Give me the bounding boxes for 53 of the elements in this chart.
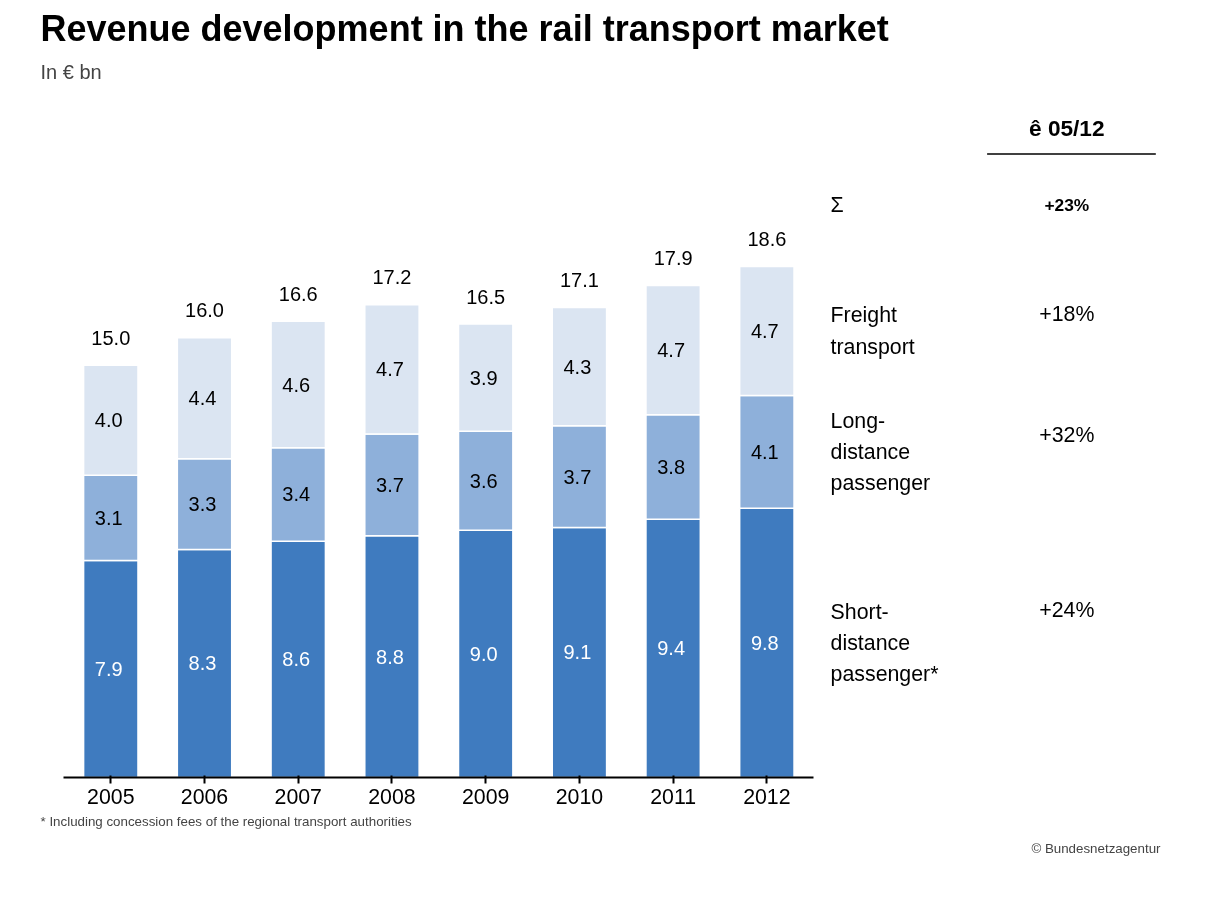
data-label: 9.8 [750,631,779,654]
text: ê 05/12 [1028,115,1105,142]
data-label: 4.4 [188,387,217,410]
text: +24% [1039,597,1095,622]
series-label: Freight transport [830,303,915,359]
data-label: 3.6 [469,469,498,492]
total-label: 16.5 [466,285,506,308]
text: © Bundesnetzagentur [1031,840,1162,856]
total-label: 18.6 [747,227,787,250]
total-label: 17.1 [559,269,599,292]
data-label: 3.1 [94,506,123,529]
data-label: 4.1 [750,440,779,463]
x-tick-label: 2009 [461,784,510,809]
data-label: 3.3 [188,493,217,516]
chart-subtitle: In € bn [40,60,102,83]
data-label: 8.3 [188,652,217,675]
data-label: 3.9 [469,366,498,389]
x-tick-label: 2010 [555,784,604,809]
text: * Including concession fees of the regional transport authorities [40,813,413,829]
text: +23% [1044,195,1090,216]
data-label: 8.8 [376,645,404,668]
text: +18% [1039,302,1095,327]
total-label: 17.2 [372,266,412,289]
total-label: 16.0 [185,299,224,322]
series-label: Long-distance passenger [830,408,931,496]
x-tick-label: 2011 [650,784,697,809]
total-label: 16.6 [278,282,318,305]
series-label: Short-distance passenger* [830,599,939,687]
data-label: 9.4 [657,637,686,660]
text: +32% [1039,423,1095,448]
x-tick-label: 2008 [368,784,416,809]
data-label: 8.6 [282,648,311,671]
chart-title: Revenue development in the rail transport market [40,7,889,49]
data-label: 4.7 [750,319,779,342]
x-tick-label: 2005 [87,784,135,809]
data-label: 9.1 [563,641,592,664]
x-tick-label: 2007 [274,784,322,809]
data-label: 7.9 [94,657,123,680]
data-label: 3.4 [282,483,311,506]
data-label: 4.7 [657,339,686,362]
data-label: 4.0 [94,409,123,432]
text: Σ [830,193,844,218]
data-label: 3.7 [376,473,404,496]
data-label: 3.8 [657,455,686,478]
total-label: 15.0 [91,326,131,349]
total-label: 17.9 [653,247,693,270]
data-label: 4.3 [563,355,592,378]
data-label: 9.0 [469,642,498,665]
data-label: 3.7 [563,465,592,488]
data-label: 4.7 [376,358,404,381]
x-tick-label: 2006 [180,784,229,809]
x-tick-label: 2012 [743,784,791,809]
data-label: 4.6 [282,373,311,396]
